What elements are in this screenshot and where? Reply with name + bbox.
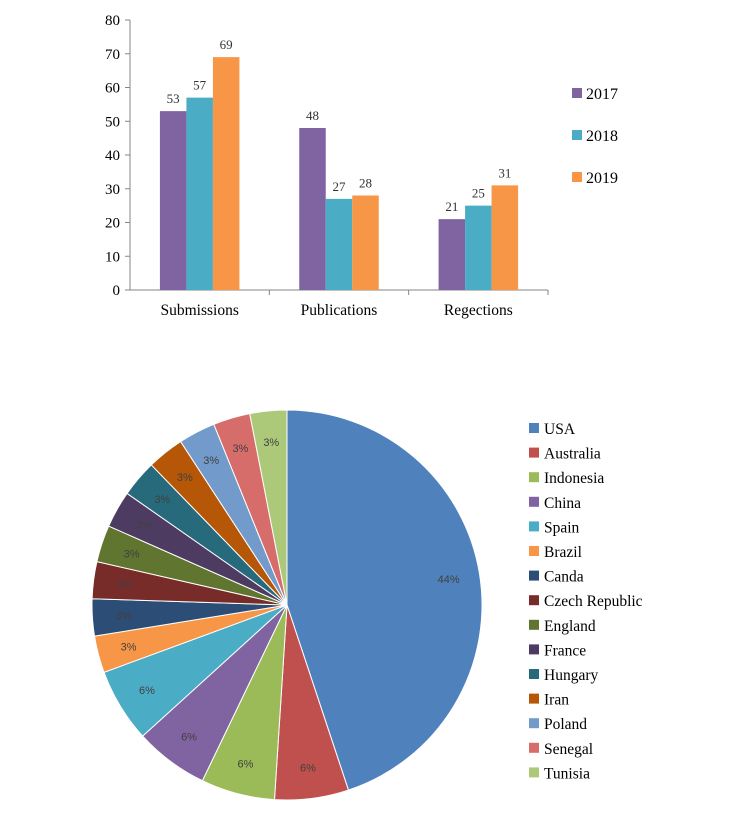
bar-2019 — [491, 185, 519, 290]
pie-data-label: 3% — [116, 610, 132, 622]
y-tick-label: 30 — [105, 182, 120, 198]
y-tick-label: 60 — [105, 81, 120, 97]
bar-2018 — [186, 97, 213, 290]
bar-2019 — [352, 195, 379, 290]
bar-data-label: 53 — [167, 91, 180, 106]
pie-data-label: 3% — [124, 548, 140, 560]
pie-legend-swatch — [529, 595, 539, 606]
y-tick-label: 70 — [105, 47, 120, 63]
pie-data-label: 3% — [177, 472, 193, 484]
bar-data-label: 21 — [445, 199, 458, 214]
pie-legend-swatch — [529, 619, 539, 630]
y-tick-label: 0 — [113, 283, 121, 299]
x-category-label: Submissions — [160, 302, 238, 319]
pie-legend-swatch — [529, 570, 539, 581]
y-tick-label: 20 — [105, 216, 120, 232]
y-tick-label: 10 — [105, 249, 120, 265]
pie-legend-label: Brazil — [544, 544, 582, 561]
pie-data-label: 6% — [300, 762, 316, 774]
bar-data-label: 28 — [359, 176, 372, 191]
bar-2018 — [465, 205, 492, 290]
bar-2018 — [325, 198, 353, 290]
pie-legend-label: Poland — [544, 716, 587, 733]
pie-legend-label: Indonesia — [544, 470, 604, 487]
pie-legend-label: Tunisia — [544, 765, 590, 782]
pie-data-label: 3% — [263, 437, 279, 449]
pie-legend-swatch — [529, 447, 539, 458]
bar-chart: 0 10 20 30 40 50 60 70 80 Submissions 53 57 69 Public… — [105, 13, 618, 319]
pie-data-label: 3% — [154, 494, 170, 506]
bar-data-label: 25 — [472, 186, 485, 201]
pie-data-label: 3% — [203, 455, 219, 467]
pie-legend-label: Iran — [544, 692, 569, 709]
pie-data-label: 3% — [117, 579, 133, 591]
pie-legend-swatch — [529, 693, 539, 704]
bar-2017 — [299, 128, 326, 290]
bar-data-label: 57 — [193, 78, 207, 93]
pie-legend-label: Hungary — [544, 667, 598, 684]
bar-data-label: 27 — [333, 179, 347, 194]
pie-legend-label: Spain — [544, 519, 580, 536]
legend-swatch-2017 — [572, 88, 582, 98]
pie-legend-swatch — [529, 496, 539, 507]
bar-data-label: 69 — [220, 37, 233, 52]
pie-data-label: 3% — [136, 520, 152, 532]
pie-data-label: 6% — [139, 685, 155, 697]
pie-slice-tunisia — [249, 409, 288, 606]
pie-legend-label: France — [544, 642, 586, 659]
pie-data-label: 6% — [181, 731, 197, 743]
legend-label-2018: 2018 — [586, 128, 618, 145]
pie-slice-usa — [286, 409, 483, 791]
bar-2017 — [438, 219, 466, 290]
pie-legend-label: Senegal — [544, 741, 593, 758]
pie-legend-swatch — [529, 423, 539, 433]
pie-legend-swatch — [529, 546, 539, 556]
legend-swatch-2018 — [572, 130, 582, 140]
pie-legend-label: Czech Republic — [544, 593, 643, 610]
bar-data-label: 48 — [306, 108, 319, 123]
pie-legend-label: Canda — [544, 569, 584, 586]
x-category-label: Regections — [444, 302, 513, 319]
pie-legend-label: Australia — [544, 446, 601, 463]
pie-data-label: 3% — [232, 443, 248, 455]
pie-data-label: 3% — [121, 642, 137, 654]
bar-2017 — [159, 111, 187, 290]
pie-data-label: 6% — [237, 758, 253, 770]
pie-legend-label: USA — [544, 421, 576, 438]
y-tick-label: 40 — [105, 148, 120, 164]
pie-legend-swatch — [529, 718, 539, 729]
legend-label-2017: 2017 — [586, 86, 618, 103]
pie-legend-swatch — [529, 472, 539, 483]
pie-legend-label: China — [544, 495, 581, 512]
pie-legend-swatch — [529, 742, 539, 753]
pie-legend-swatch — [529, 644, 539, 655]
pie-legend-swatch — [529, 669, 539, 679]
legend-label-2019: 2019 — [586, 170, 618, 187]
pie-data-label: 44% — [438, 574, 460, 586]
x-category-label: Publications — [301, 302, 378, 319]
bar-2019 — [212, 57, 240, 290]
y-tick-label: 50 — [105, 114, 120, 130]
pie-legend-swatch — [529, 767, 539, 778]
pie-chart: 44% 6% 6% 6% 6% 3% 3% 3% 3% 3% 3% 3% 3% 3% 3% USA Austra… — [91, 409, 643, 801]
legend-swatch-2019 — [572, 172, 582, 182]
pie-legend-label: England — [544, 618, 596, 635]
pie-legend-swatch — [529, 521, 539, 532]
bar-data-label: 31 — [498, 165, 511, 180]
y-tick-label: 80 — [105, 13, 120, 29]
